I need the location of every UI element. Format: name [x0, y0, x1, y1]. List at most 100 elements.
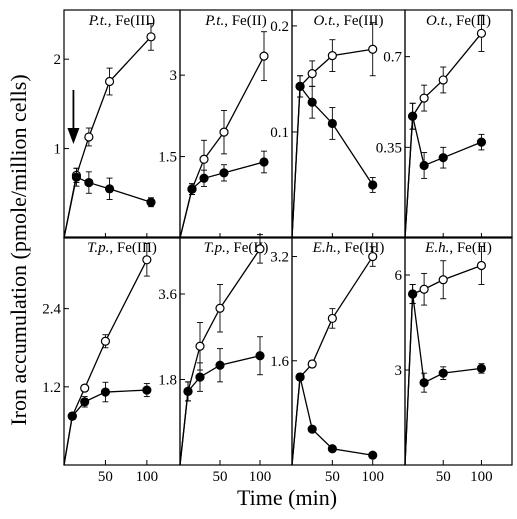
data-point-filled	[327, 444, 337, 454]
panel-frame	[291, 9, 406, 239]
panel-frame	[404, 236, 513, 466]
data-point-open	[327, 313, 337, 324]
data-point-open	[215, 303, 225, 313]
y-tick-label: 1	[54, 142, 62, 158]
data-point-open	[419, 93, 429, 103]
panel-title-species: O.t.	[314, 13, 337, 29]
data-point-filled	[219, 168, 229, 178]
data-point-open	[80, 383, 90, 393]
series-line-open	[291, 48, 373, 239]
y-tick-label: 3.2	[270, 250, 289, 266]
panel-title: O.t., Fe(II)	[426, 13, 491, 29]
x-tick-label: 100	[470, 469, 493, 485]
data-point-filled	[307, 424, 317, 434]
panel-title-iron: , Fe(II)	[449, 13, 491, 29]
data-point-filled	[80, 397, 90, 407]
y-tick-label: 3	[170, 68, 178, 84]
data-point-filled	[438, 153, 448, 163]
x-tick-label: 50	[436, 469, 451, 485]
panel: O.t., Fe(III) 0.1 0.2	[270, 9, 406, 239]
data-point-filled	[187, 184, 197, 194]
data-point-open	[438, 75, 448, 85]
panel-title-iron: , Fe(III)	[108, 13, 155, 29]
data-point-filled	[84, 177, 94, 188]
data-point-filled	[67, 411, 77, 421]
data-point-filled	[307, 97, 317, 107]
x-tick-label: 50	[213, 469, 228, 485]
y-tick-label: 1.5	[158, 150, 177, 166]
data-point-filled	[438, 368, 448, 378]
data-point-open	[199, 154, 209, 164]
data-point-filled	[368, 450, 378, 460]
data-point-open	[219, 127, 229, 137]
panel-title-species: P.t.	[88, 13, 108, 29]
x-tick-label: 100	[136, 469, 159, 485]
panel-title-iron: , Fe(III)	[109, 240, 156, 256]
data-point-open	[307, 69, 317, 79]
series-line-filled	[404, 116, 482, 239]
x-tick-label: 50	[325, 469, 340, 485]
annotation-arrow-head	[67, 128, 80, 144]
data-point-open	[419, 284, 429, 294]
panel-title-iron: , Fe(III)	[336, 13, 383, 29]
panel: T.p., Fe(III) 1.2 2.4 50 100	[42, 236, 181, 485]
panel-frame	[63, 9, 181, 239]
y-tick-label: 0.1	[270, 125, 289, 141]
data-point-open	[146, 32, 156, 42]
panel-title-iron: , Fe(II)	[449, 240, 491, 256]
data-point-open	[368, 44, 378, 54]
panel-title: O.t., Fe(III)	[314, 13, 384, 29]
panel-frame	[63, 236, 181, 466]
panel: E.h., Fe(III) 1.6 3.2 50 100	[270, 236, 406, 485]
panel: E.h., Fe(II) 3 6 50 100	[395, 236, 513, 485]
y-tick-label: 0.2	[270, 19, 289, 35]
series-line-open	[404, 32, 482, 239]
series-line-open	[63, 36, 152, 239]
y-tick-label: 0.7	[383, 50, 402, 66]
x-tick-label: 50	[98, 469, 113, 485]
panel-title: T.p., Fe(III)	[87, 240, 157, 256]
data-point-open	[255, 244, 265, 254]
data-point-open	[327, 50, 337, 61]
data-point-filled	[408, 289, 418, 299]
data-point-open	[307, 359, 317, 369]
data-point-open	[100, 336, 111, 346]
data-point-filled	[295, 81, 305, 91]
y-tick-label: 1.6	[270, 354, 289, 370]
panel-title: P.t., Fe(II)	[204, 13, 266, 29]
y-axis-label: Iron accumulation (pmole/million cells)	[6, 74, 31, 425]
panel-title-species: O.t.	[426, 13, 449, 29]
panel-title: E.h., Fe(II)	[424, 240, 492, 256]
panel-title-species: E.h.	[312, 240, 337, 256]
data-point-filled	[199, 173, 209, 183]
y-tick-label: 0.35	[376, 140, 402, 156]
series-line-open	[63, 259, 148, 466]
y-tick-label: 2.4	[42, 302, 61, 318]
panel-title-species: T.p.	[87, 240, 109, 256]
y-tick-label: 3.6	[158, 287, 177, 303]
data-point-filled	[255, 351, 265, 361]
data-point-filled	[100, 387, 111, 397]
y-tick-label: 1.2	[42, 380, 61, 396]
data-point-open	[195, 341, 205, 351]
data-point-filled	[215, 360, 225, 370]
panel-title-iron: , Fe(II)	[224, 13, 266, 29]
data-point-filled	[104, 184, 115, 194]
data-point-open	[368, 251, 378, 262]
data-point-filled	[195, 372, 205, 382]
data-point-filled	[476, 137, 487, 147]
data-point-filled	[259, 157, 269, 167]
data-point-filled	[327, 118, 337, 129]
y-tick-label: 6	[395, 268, 403, 284]
data-point-open	[476, 28, 487, 38]
x-tick-label: 100	[249, 469, 272, 485]
panel-title-species: P.t.	[204, 13, 224, 29]
data-point-open	[142, 255, 152, 265]
x-tick-label: 100	[361, 469, 384, 485]
data-point-filled	[368, 180, 378, 190]
data-point-filled	[183, 386, 193, 396]
panel-title-species: E.h.	[424, 240, 449, 256]
data-point-filled	[295, 372, 305, 382]
